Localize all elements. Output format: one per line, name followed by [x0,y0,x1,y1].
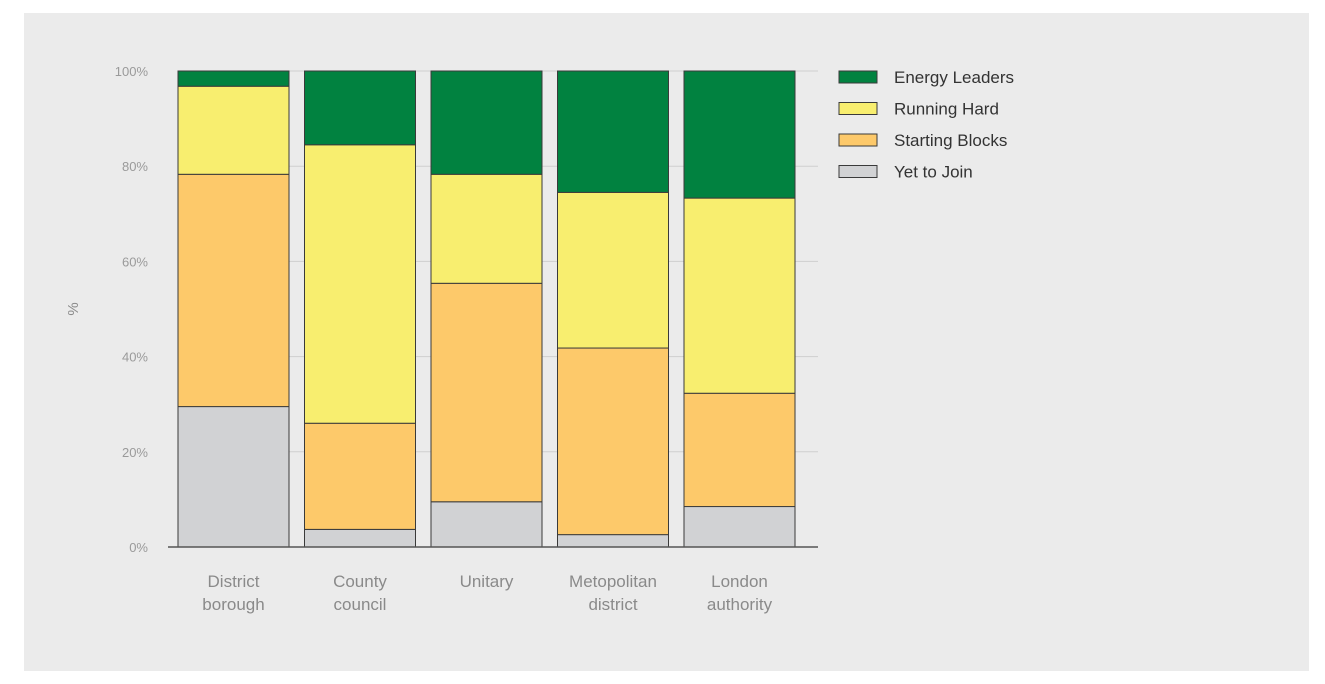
y-tick-label: 100% [115,64,149,79]
legend-label: Running Hard [894,100,999,119]
bar-segment [304,70,416,146]
y-tick-label: 20% [122,445,148,460]
legend-swatch [838,165,878,178]
bar-segment [177,406,290,548]
bar-segment [430,282,543,503]
x-tick-label: Unitary [460,572,514,591]
bar-segment [430,173,543,284]
bars [177,70,796,548]
x-tick-label: County council [333,572,387,614]
bar-segment [177,85,290,175]
stacked-bar-chart: 0% 20% 40% 60% 80% 100% District borough County c… [65,64,1014,614]
y-tick-label: 0% [129,540,148,555]
legend: Energy Leaders Running Hard Starting Block… [838,68,1014,182]
bar-segment [304,528,416,548]
axes: 0% 20% 40% 60% 80% 100% District borough County c… [115,64,818,614]
legend-label: Energy Leaders [894,68,1014,87]
bar-segment [177,173,290,408]
x-tick-label: District borough [202,572,264,614]
y-tick-label: 80% [122,159,148,174]
bar-segment [683,70,796,199]
bar-segment [557,70,669,193]
bar-segment [557,191,669,349]
y-tick-label: 60% [122,254,148,269]
bar-segment [304,144,416,424]
y-tick-label: 40% [122,350,148,365]
bar-segment [683,197,796,394]
bar-segment [683,392,796,508]
bar-segment [557,347,669,536]
bar-segment [683,506,796,548]
x-tick-label: Metopolitan district [569,572,657,614]
legend-swatch [838,133,878,147]
legend-label: Starting Blocks [894,131,1007,150]
bar-segment [304,422,416,530]
legend-swatch [838,70,878,84]
chart-panel: 0% 20% 40% 60% 80% 100% District borough County c… [24,13,1309,671]
legend-label: Yet to Join [894,163,973,182]
x-tick-label: London authority [707,572,773,614]
bar-segment [430,501,543,548]
y-axis-label: % [65,302,82,315]
legend-swatch [838,102,878,115]
bar-segment [177,70,290,87]
bar-segment [557,534,669,548]
bar-segment [430,70,543,175]
